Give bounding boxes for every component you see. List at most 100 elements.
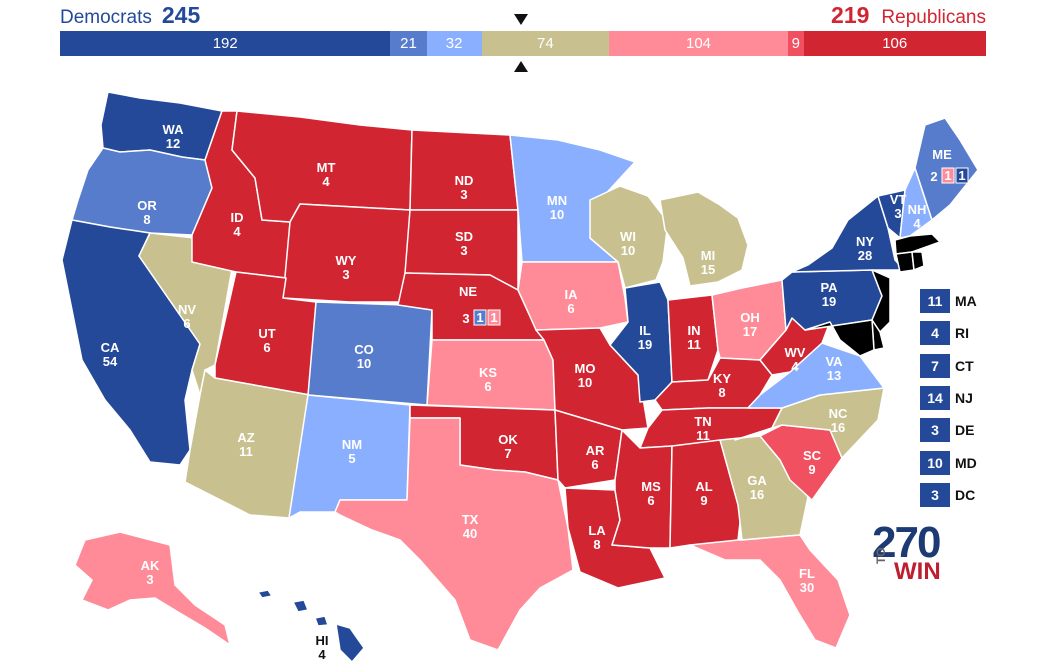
270towin-logo[interactable]: 270 TO WIN	[872, 518, 952, 585]
state-ev-mt: 4	[322, 174, 330, 189]
state-in[interactable]	[667, 294, 719, 383]
state-il[interactable]	[609, 281, 673, 403]
state-label-wi: WI	[620, 229, 636, 244]
state-ev-nd: 3	[460, 187, 467, 202]
state-wi[interactable]	[589, 185, 669, 289]
state-nh[interactable]	[899, 167, 933, 239]
democrats-label: Democrats	[60, 7, 152, 28]
state-ev-tn: 11	[696, 428, 710, 443]
state-ct[interactable]	[895, 251, 915, 273]
small-state-box-ri[interactable]: 4	[920, 321, 950, 346]
state-label-co: CO	[354, 342, 374, 357]
state-label-ia: IA	[565, 287, 579, 302]
small-state-name-nj: NJ	[955, 389, 973, 406]
segment-lean-d[interactable]: 32	[426, 31, 482, 56]
state-ev-co: 10	[357, 356, 371, 371]
small-state-box-md[interactable]: 10	[920, 450, 950, 475]
state-ev-ky: 8	[718, 385, 725, 400]
state-label-ky: KY	[713, 371, 731, 386]
small-state-box-de[interactable]: 3	[920, 418, 950, 443]
state-ev-nc: 16	[831, 420, 845, 435]
democrats-tally: Democrats 245	[60, 2, 200, 30]
state-ev-ks: 6	[484, 379, 491, 394]
state-ev-ga: 16	[750, 487, 764, 502]
state-ev-tx: 40	[463, 526, 477, 541]
state-label-tn: TN	[694, 414, 711, 429]
state-label-va: VA	[825, 354, 843, 369]
state-ev-wa: 12	[166, 136, 180, 151]
state-ev-nh: 4	[913, 216, 921, 231]
state-or[interactable]	[71, 147, 213, 236]
state-ev-vt: 3	[894, 206, 901, 221]
small-state-box-dc[interactable]: 3	[920, 482, 950, 507]
state-label-nc: NC	[829, 406, 848, 421]
small-state-name-ma: MA	[955, 293, 977, 309]
state-ev-ne: 3	[462, 311, 469, 326]
state-label-la: LA	[588, 523, 606, 538]
midpoint-marker-top-icon	[514, 14, 528, 25]
state-ev-sc: 9	[808, 462, 815, 477]
small-state-name-ri: RI	[955, 325, 969, 342]
segment-likely-d[interactable]: 21	[390, 31, 427, 56]
republicans-tally: 219 Republicans	[831, 2, 986, 30]
district-box-ne-1[interactable]	[473, 309, 487, 326]
state-label-wv: WV	[785, 345, 806, 360]
state-label-mn: MN	[547, 193, 567, 208]
district-ev-ne-2: 1	[490, 310, 497, 325]
small-state-box-ma[interactable]: 11	[920, 289, 950, 313]
district-box-me-1[interactable]	[941, 167, 955, 184]
state-label-or: OR	[137, 198, 157, 213]
state-label-nm: NM	[342, 437, 362, 452]
segment-tilt-r[interactable]: 9	[788, 31, 804, 56]
state-label-id: ID	[231, 210, 244, 225]
state-label-ar: AR	[586, 443, 605, 458]
state-label-al: AL	[695, 479, 712, 494]
state-ak[interactable]	[74, 531, 231, 646]
state-ev-nv: 6	[183, 316, 190, 331]
state-ev-in: 11	[687, 337, 701, 352]
state-ar[interactable]	[554, 409, 623, 489]
state-label-ak: AK	[141, 558, 160, 573]
state-ev-mi: 15	[701, 262, 715, 277]
state-ev-sd: 3	[460, 243, 467, 258]
logo-number: 270	[872, 518, 941, 567]
segment-tossup[interactable]: 74	[481, 31, 610, 56]
district-box-me-2[interactable]	[955, 167, 969, 184]
democrats-total: 245	[161, 2, 201, 28]
state-hi[interactable]	[257, 589, 365, 663]
state-ev-va: 13	[827, 368, 841, 383]
state-ev-fl: 30	[800, 580, 814, 595]
state-ev-mn: 10	[550, 207, 564, 222]
district-box-ne-2[interactable]	[487, 309, 501, 326]
small-state-box-ct[interactable]: 7	[920, 353, 950, 378]
state-ev-ak: 3	[146, 572, 153, 587]
state-ev-il: 19	[638, 337, 652, 352]
state-label-nv: NV	[178, 302, 196, 317]
segment-solid-d[interactable]: 192	[60, 31, 391, 56]
state-label-sd: SD	[455, 229, 473, 244]
state-co[interactable]	[307, 301, 433, 406]
state-label-fl: FL	[799, 566, 815, 581]
small-state-box-nj[interactable]: 14	[920, 385, 950, 410]
state-md[interactable]	[804, 319, 875, 357]
segment-solid-r[interactable]: 106	[803, 31, 986, 56]
state-label-ca: CA	[101, 340, 120, 355]
state-label-wa: WA	[163, 122, 185, 137]
state-label-ks: KS	[479, 365, 497, 380]
state-ev-wi: 10	[621, 243, 635, 258]
state-mi[interactable]	[659, 191, 749, 287]
segment-lean-r[interactable]: 104	[609, 31, 789, 56]
state-label-ga: GA	[747, 473, 767, 488]
state-fl[interactable]	[689, 534, 851, 649]
state-ms[interactable]	[611, 429, 673, 549]
state-ev-nm: 5	[348, 451, 355, 466]
state-label-pa: PA	[820, 280, 838, 295]
state-tx[interactable]	[334, 417, 574, 651]
small-state-name-ct: CT	[955, 357, 974, 374]
state-ev-pa: 19	[822, 294, 836, 309]
state-label-vt: VT	[890, 192, 907, 207]
state-ev-ny: 28	[858, 248, 872, 263]
state-label-mo: MO	[575, 361, 596, 376]
state-wa[interactable]	[100, 91, 223, 161]
state-ri[interactable]	[911, 251, 925, 271]
